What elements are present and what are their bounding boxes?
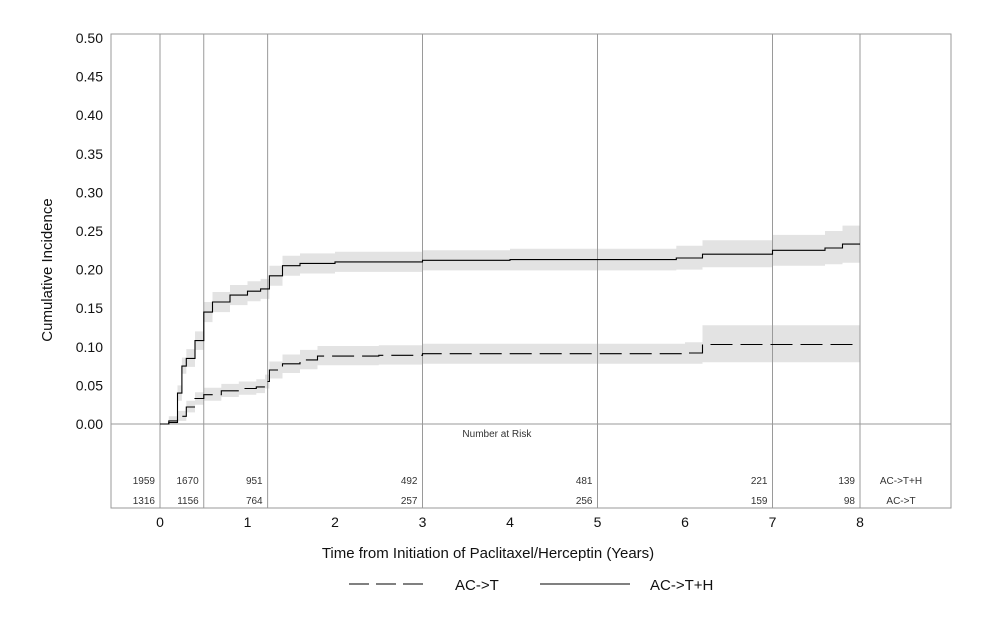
y-tick-label: 0.40 bbox=[76, 107, 103, 123]
risk-table: 1959 1316 1670 1156 951 764 492 257 481 256 221 159… bbox=[133, 476, 922, 507]
risk-count: 1959 bbox=[133, 476, 156, 487]
risk-count: 256 bbox=[576, 496, 593, 507]
y-tick-label: 0.00 bbox=[76, 416, 103, 432]
y-tick-label: 0.05 bbox=[76, 377, 103, 393]
risk-count: 1156 bbox=[177, 496, 199, 507]
incidence-curve bbox=[160, 343, 860, 425]
y-tick-label: 0.30 bbox=[76, 184, 103, 200]
risk-count: 492 bbox=[401, 476, 418, 487]
risk-count: 159 bbox=[751, 496, 768, 507]
risk-count: 1316 bbox=[133, 496, 156, 507]
incidence-curves bbox=[160, 243, 860, 425]
x-tick-label: 1 bbox=[244, 514, 252, 530]
y-axis-ticks: 0.00 0.05 0.10 0.15 0.20 0.25 0.30 0.35 0.40 0.45… bbox=[76, 30, 103, 432]
risk-count: 481 bbox=[576, 476, 593, 487]
risk-table-title: Number at Risk bbox=[462, 429, 532, 440]
y-tick-label: 0.10 bbox=[76, 339, 103, 355]
risk-count: 139 bbox=[838, 476, 855, 487]
risk-count: 221 bbox=[751, 476, 768, 487]
incidence-curve bbox=[160, 243, 860, 425]
y-axis-label: Cumulative Incidence bbox=[39, 198, 56, 341]
risk-row-label: AC->T+H bbox=[880, 476, 922, 487]
x-axis-ticks: 0 1 2 3 4 5 6 7 8 bbox=[156, 514, 864, 530]
legend-label: AC->T bbox=[455, 577, 499, 594]
x-tick-label: 7 bbox=[769, 514, 777, 530]
y-tick-label: 0.50 bbox=[76, 30, 103, 46]
legend-label: AC->T+H bbox=[650, 577, 713, 594]
risk-count: 764 bbox=[246, 496, 263, 507]
y-tick-label: 0.45 bbox=[76, 69, 103, 85]
x-tick-label: 5 bbox=[594, 514, 602, 530]
reference-lines bbox=[159, 34, 861, 508]
risk-count: 98 bbox=[844, 496, 856, 507]
y-tick-label: 0.20 bbox=[76, 262, 103, 278]
x-axis-label: Time from Initiation of Paclitaxel/Herce… bbox=[322, 545, 654, 562]
risk-row-label: AC->T bbox=[886, 496, 915, 507]
y-tick-label: 0.15 bbox=[76, 300, 103, 316]
x-tick-label: 3 bbox=[419, 514, 427, 530]
y-tick-label: 0.35 bbox=[76, 146, 103, 162]
risk-count: 1670 bbox=[177, 476, 200, 487]
x-tick-label: 2 bbox=[331, 514, 339, 530]
y-tick-label: 0.25 bbox=[76, 223, 103, 239]
confidence-bands bbox=[160, 224, 860, 424]
legend: AC->T AC->T+H bbox=[349, 577, 713, 594]
x-tick-label: 0 bbox=[156, 514, 164, 530]
plot-frame bbox=[110, 33, 952, 509]
risk-count: 951 bbox=[246, 476, 263, 487]
x-tick-label: 8 bbox=[856, 514, 864, 530]
x-tick-label: 6 bbox=[681, 514, 689, 530]
ci-band bbox=[160, 224, 860, 424]
risk-count: 257 bbox=[401, 496, 418, 507]
ci-band bbox=[160, 325, 860, 424]
x-tick-label: 4 bbox=[506, 514, 514, 530]
